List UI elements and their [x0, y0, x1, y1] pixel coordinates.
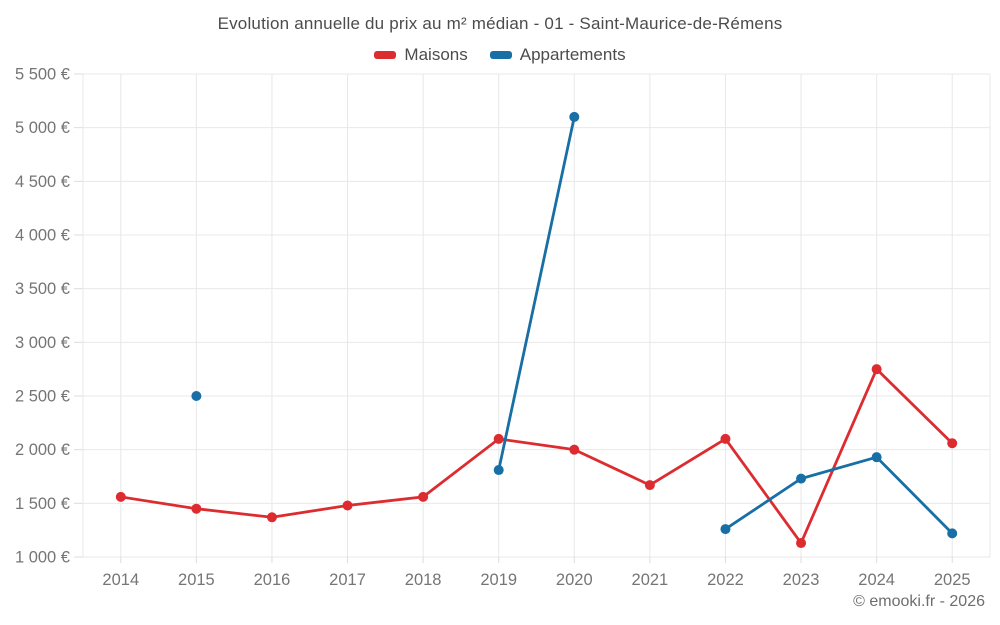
y-axis-label: 5 000 € — [15, 119, 70, 137]
credit-text: © emooki.fr - 2026 — [853, 593, 985, 610]
series-line-maisons — [119, 367, 954, 545]
x-axis-label: 2015 — [178, 571, 215, 589]
data-point-maisons-2020[interactable] — [569, 444, 580, 455]
data-point-appartements-2023[interactable] — [796, 473, 807, 484]
x-axis-label: 2014 — [102, 571, 139, 589]
chart-title: Evolution annuelle du prix au m² médian … — [217, 14, 783, 33]
y-axis-label: 4 000 € — [15, 227, 70, 245]
y-axis-label: 2 500 € — [15, 388, 70, 406]
series-line-appartements — [724, 455, 954, 535]
data-point-appartements-2025[interactable] — [947, 528, 958, 539]
y-axis-label: 5 500 € — [15, 66, 70, 84]
y-axis-label: 4 500 € — [15, 173, 70, 191]
x-axis-label: 2016 — [254, 571, 291, 589]
x-axis-label: 2025 — [934, 571, 971, 589]
y-axis-label: 1 000 € — [15, 549, 70, 567]
data-point-maisons-2014[interactable] — [115, 491, 126, 502]
legend-item-maisons[interactable]: Maisons — [374, 45, 468, 65]
data-point-maisons-2025[interactable] — [947, 438, 958, 449]
data-point-appartements-2019[interactable] — [493, 465, 504, 476]
data-point-appartements-2022[interactable] — [720, 524, 731, 535]
data-point-maisons-2017[interactable] — [342, 500, 353, 511]
x-axis-label: 2019 — [480, 571, 517, 589]
x-axis-label: 2017 — [329, 571, 366, 589]
x-axis-label: 2021 — [632, 571, 669, 589]
x-axis-label: 2018 — [405, 571, 442, 589]
y-axis-label: 2 000 € — [15, 441, 70, 459]
legend-item-label: Appartements — [519, 45, 626, 64]
y-axis-label: 1 500 € — [15, 495, 70, 513]
legend-item-label: Maisons — [404, 45, 468, 64]
data-point-maisons-2015[interactable] — [191, 503, 202, 514]
appartements-swatch-icon — [489, 51, 512, 59]
data-point-maisons-2018[interactable] — [418, 491, 429, 502]
y-axis-label: 3 000 € — [15, 334, 70, 352]
data-point-maisons-2024[interactable] — [871, 364, 882, 375]
data-point-appartements-2024[interactable] — [871, 452, 882, 463]
series-line-appartements — [497, 115, 576, 472]
chart-legend: Maisons Appartements — [0, 45, 1000, 65]
data-point-appartements-2020[interactable] — [569, 111, 580, 122]
data-point-maisons-2023[interactable] — [796, 538, 807, 549]
maisons-swatch-icon — [374, 51, 397, 59]
legend-item-appartements[interactable]: Appartements — [489, 45, 626, 65]
data-point-appartements-2015[interactable] — [191, 391, 202, 401]
data-point-maisons-2021[interactable] — [644, 480, 655, 491]
x-axis-label: 2022 — [707, 571, 744, 589]
data-point-maisons-2022[interactable] — [720, 433, 731, 444]
data-point-maisons-2019[interactable] — [493, 433, 504, 444]
x-axis-label: 2024 — [858, 571, 895, 589]
x-axis-label: 2020 — [556, 571, 593, 589]
y-axis-label: 3 500 € — [15, 280, 70, 298]
x-axis-label: 2023 — [783, 571, 820, 589]
data-point-maisons-2016[interactable] — [266, 512, 277, 523]
